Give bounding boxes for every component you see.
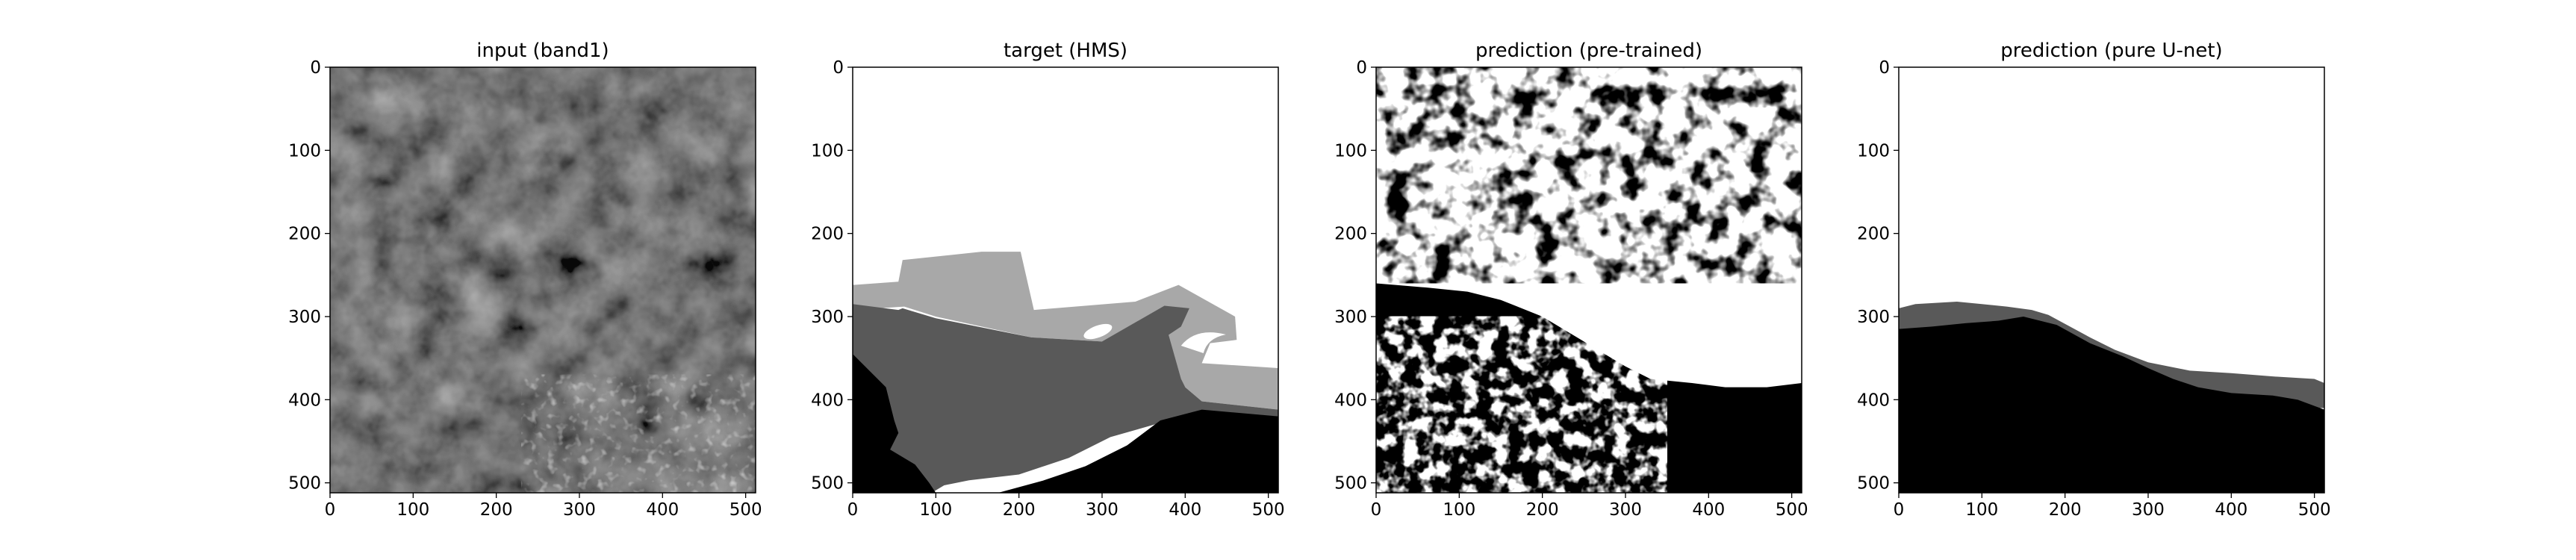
x-tick-label: 300 xyxy=(563,500,596,520)
x-tick-label: 400 xyxy=(646,500,679,520)
y-tick-label: 100 xyxy=(1334,141,1367,161)
x-tick-label: 0 xyxy=(325,500,336,520)
y-tick-label: 0 xyxy=(833,58,844,78)
band-black xyxy=(1899,316,2324,493)
x-tick-label: 400 xyxy=(1169,500,1201,520)
y-tick-label: 200 xyxy=(1334,225,1367,244)
y-tick-label: 100 xyxy=(288,141,321,161)
x-tick-label: 500 xyxy=(1252,500,1285,520)
panel-image xyxy=(1899,67,2324,493)
panel-title: target (HMS) xyxy=(1004,40,1127,62)
axes-frame xyxy=(1898,66,2325,494)
y-tick-label: 200 xyxy=(288,225,321,244)
y-tick-label: 300 xyxy=(811,308,844,327)
y-tick-label: 200 xyxy=(811,225,844,244)
x-tick-label: 200 xyxy=(480,500,513,520)
axes-frame xyxy=(329,66,756,494)
x-tick-label: 300 xyxy=(1609,500,1642,520)
mask-holes xyxy=(1376,316,1667,493)
y-tick-label: 400 xyxy=(288,391,321,410)
y-tick-label: 100 xyxy=(1857,141,1890,161)
x-tick-label: 200 xyxy=(2049,500,2082,520)
notch-white xyxy=(1180,332,1226,353)
panel-title: input (band1) xyxy=(476,40,609,62)
x-tick-label: 400 xyxy=(1692,500,1725,520)
hole-white xyxy=(1083,323,1113,340)
panel-image xyxy=(853,67,1278,493)
panel-1: input (band1)0 100 200 300 400 50001002003004… xyxy=(288,40,762,520)
x-tick-label: 300 xyxy=(1086,500,1119,520)
panel-title: prediction (pre-trained) xyxy=(1475,40,1702,62)
panel-title: prediction (pure U-net) xyxy=(2000,40,2222,62)
panel-image xyxy=(1376,67,1802,493)
region-medium xyxy=(853,304,1278,493)
y-tick-label: 300 xyxy=(1857,308,1890,327)
x-tick-label: 300 xyxy=(2132,500,2165,520)
panel-2: target (HMS)0 100 200 300 400 500010020030040… xyxy=(811,40,1285,520)
axes-frame xyxy=(852,66,1279,494)
axes-frame xyxy=(1375,66,1802,494)
x-tick-label: 100 xyxy=(1965,500,1998,520)
y-tick-label: 400 xyxy=(811,391,844,410)
x-tick-label: 200 xyxy=(1003,500,1036,520)
y-tick-label: 500 xyxy=(288,474,321,494)
panel-4: prediction (pure U-net)0 100 200 300 400 5000… xyxy=(1857,40,2331,520)
y-tick-label: 300 xyxy=(1334,308,1367,327)
x-tick-label: 500 xyxy=(1776,500,1808,520)
x-tick-label: 100 xyxy=(396,500,429,520)
x-tick-label: 400 xyxy=(2215,500,2247,520)
x-tick-label: 200 xyxy=(1526,500,1559,520)
y-tick-label: 500 xyxy=(1334,474,1367,494)
y-tick-label: 100 xyxy=(811,141,844,161)
x-tick-label: 500 xyxy=(2298,500,2331,520)
y-tick-label: 400 xyxy=(1334,391,1367,410)
x-tick-label: 100 xyxy=(919,500,952,520)
y-tick-label: 0 xyxy=(1879,58,1890,78)
mask-blotches xyxy=(1376,67,1802,284)
y-tick-label: 400 xyxy=(1857,391,1890,410)
x-tick-label: 0 xyxy=(1371,500,1382,520)
y-tick-label: 0 xyxy=(1356,58,1367,78)
y-tick-label: 500 xyxy=(811,474,844,494)
y-tick-label: 300 xyxy=(288,308,321,327)
y-tick-label: 200 xyxy=(1857,225,1890,244)
x-tick-label: 0 xyxy=(847,500,859,520)
panel-3: prediction (pre-trained) 0 100 200 300 400 500… xyxy=(1334,40,1808,520)
x-tick-label: 500 xyxy=(729,500,762,520)
region-black xyxy=(853,354,1278,493)
x-tick-label: 0 xyxy=(1894,500,1905,520)
panel-image xyxy=(330,67,756,493)
x-tick-label: 100 xyxy=(1443,500,1475,520)
y-tick-label: 500 xyxy=(1857,474,1890,494)
y-tick-label: 0 xyxy=(310,58,321,78)
bright-clouds xyxy=(521,374,756,493)
